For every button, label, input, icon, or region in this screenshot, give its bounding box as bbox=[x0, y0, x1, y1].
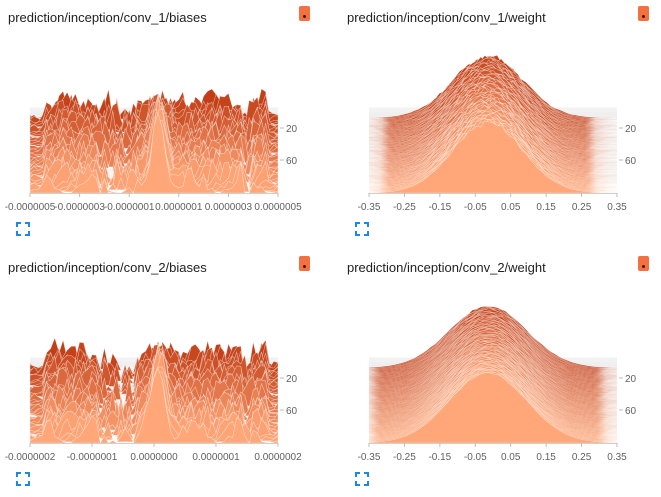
histogram-card-conv2-weight: prediction/inception/conv_2/weight -0.35… bbox=[339, 250, 661, 497]
fullscreen-icon[interactable] bbox=[16, 472, 30, 486]
histogram-chart: -0.35 -0.25 -0.15 -0.05 0.05 0.15 0.25 0.35 20 60 bbox=[358, 54, 637, 213]
x-tick-label: -0.0000001 bbox=[67, 452, 118, 463]
x-tick-label: -0.0000005 bbox=[5, 202, 56, 213]
x-tick-label: -0.25 bbox=[393, 452, 416, 463]
x-tick-label: 0.15 bbox=[536, 452, 556, 463]
dots-vertical-icon[interactable] bbox=[299, 256, 310, 271]
x-tick-label: 0.0000003 bbox=[205, 202, 253, 213]
x-tick-label: 0.0000002 bbox=[254, 452, 302, 463]
histogram-ridge bbox=[368, 120, 618, 194]
x-tick-label: -0.05 bbox=[464, 452, 487, 463]
x-tick-label: 0.25 bbox=[572, 452, 592, 463]
y-tick-label: 60 bbox=[625, 406, 637, 417]
dots-vertical-icon[interactable] bbox=[638, 256, 649, 271]
histogram-chart: -0.35 -0.25 -0.15 -0.05 0.05 0.15 0.25 0.35 20 60 bbox=[358, 305, 637, 463]
histogram-card-conv2-biases: prediction/inception/conv_2/biases -0.00… bbox=[0, 250, 330, 497]
histogram-card-conv1-biases: prediction/inception/conv_1/biases -0.00… bbox=[0, 0, 330, 247]
dots-vertical-icon[interactable] bbox=[638, 6, 649, 21]
x-tick-label: 0.0000001 bbox=[192, 452, 240, 463]
fullscreen-icon[interactable] bbox=[16, 222, 30, 236]
histogram-ridge bbox=[29, 111, 279, 195]
x-tick-label: 0.05 bbox=[501, 202, 521, 213]
x-tick-label: -0.35 bbox=[358, 202, 381, 213]
x-tick-label: 0.0000001 bbox=[155, 202, 203, 213]
x-tick-label: -0.0000001 bbox=[104, 202, 155, 213]
histogram-ridge bbox=[368, 372, 618, 444]
y-tick-label: 20 bbox=[625, 124, 637, 135]
x-tick-label: -0.15 bbox=[428, 202, 451, 213]
x-tick-label: -0.25 bbox=[393, 202, 416, 213]
x-tick-label: 0.15 bbox=[536, 202, 556, 213]
histogram-card-conv1-weight: prediction/inception/conv_1/weight -0.35… bbox=[339, 0, 661, 247]
x-tick-label: -0.15 bbox=[428, 452, 451, 463]
histogram-ridge bbox=[29, 367, 279, 444]
x-tick-label: 0.05 bbox=[501, 452, 521, 463]
card-title: prediction/inception/conv_2/biases bbox=[8, 260, 207, 275]
histogram-chart: -0.0000005-0.0000003-0.0000001 0.0000001 0… bbox=[5, 88, 302, 213]
y-tick-label: 20 bbox=[286, 374, 298, 385]
y-tick-label: 60 bbox=[286, 406, 298, 417]
x-tick-label: 0.35 bbox=[607, 202, 627, 213]
y-tick-label: 60 bbox=[625, 156, 637, 167]
x-tick-label: 0.35 bbox=[607, 452, 627, 463]
fullscreen-icon[interactable] bbox=[355, 472, 369, 486]
x-tick-label: -0.35 bbox=[358, 452, 381, 463]
histogram-chart: -0.0000002 -0.0000001 0.0000000 0.0000001 0.… bbox=[5, 336, 302, 463]
y-tick-label: 60 bbox=[286, 156, 298, 167]
card-title: prediction/inception/conv_1/weight bbox=[347, 10, 546, 25]
card-title: prediction/inception/conv_2/weight bbox=[347, 260, 546, 275]
x-tick-label: 0.25 bbox=[572, 202, 592, 213]
y-tick-label: 20 bbox=[625, 374, 637, 385]
y-tick-label: 20 bbox=[286, 124, 298, 135]
x-tick-label: 0.0000005 bbox=[254, 202, 302, 213]
x-tick-label: -0.0000003 bbox=[54, 202, 105, 213]
x-tick-label: -0.05 bbox=[464, 202, 487, 213]
x-tick-label: 0.0000000 bbox=[130, 452, 178, 463]
dots-vertical-icon[interactable] bbox=[299, 6, 310, 21]
x-tick-label: -0.0000002 bbox=[5, 452, 56, 463]
fullscreen-icon[interactable] bbox=[355, 222, 369, 236]
card-title: prediction/inception/conv_1/biases bbox=[8, 10, 207, 25]
